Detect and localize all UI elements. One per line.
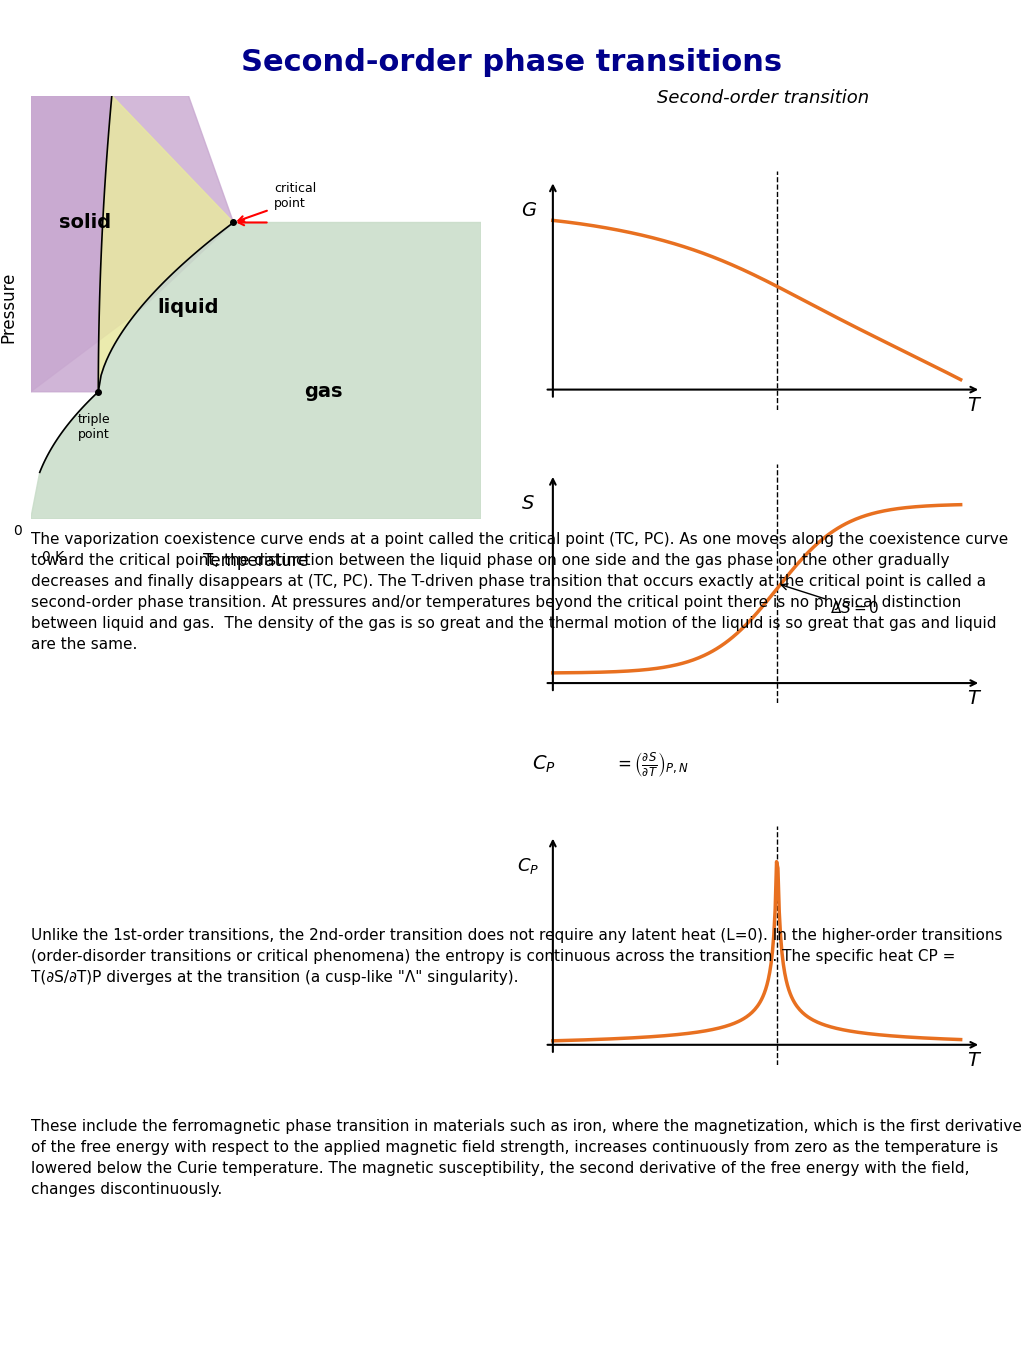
Polygon shape	[31, 96, 112, 392]
Text: liquid: liquid	[158, 298, 219, 317]
Text: $= \left(\frac{\partial S}{\partial T}\right)_{P,N}$: $= \left(\frac{\partial S}{\partial T}\r…	[614, 751, 689, 778]
Polygon shape	[98, 96, 233, 392]
Text: Pressure: Pressure	[0, 272, 17, 343]
Text: $C_P$: $C_P$	[517, 856, 540, 875]
Text: T: T	[967, 689, 979, 708]
Polygon shape	[31, 96, 233, 392]
Text: The vaporization coexistence curve ends at a point called the critical point (TC: The vaporization coexistence curve ends …	[31, 532, 1008, 652]
Text: G: G	[521, 201, 536, 220]
Text: gas: gas	[304, 382, 343, 401]
Text: T: T	[967, 1051, 979, 1070]
Text: critical
point: critical point	[274, 182, 316, 210]
Text: 0 K: 0 K	[42, 550, 65, 564]
Text: Second-order transition: Second-order transition	[656, 89, 869, 106]
Text: triple
point: triple point	[78, 412, 111, 441]
Text: S: S	[522, 494, 535, 513]
Polygon shape	[31, 222, 481, 519]
Text: Second-order phase transitions: Second-order phase transitions	[242, 48, 782, 76]
Text: Temperature: Temperature	[204, 551, 308, 571]
Text: 0: 0	[13, 524, 22, 538]
Text: solid: solid	[58, 213, 111, 232]
Text: $C_P$: $C_P$	[532, 753, 556, 775]
Text: Unlike the 1st-order transitions, the 2nd-order transition does not require any : Unlike the 1st-order transitions, the 2n…	[31, 928, 1002, 986]
Text: These include the ferromagnetic phase transition in materials such as iron, wher: These include the ferromagnetic phase tr…	[31, 1119, 1022, 1197]
Text: $\Delta S=0$: $\Delta S=0$	[781, 584, 880, 617]
Text: T: T	[967, 396, 979, 415]
